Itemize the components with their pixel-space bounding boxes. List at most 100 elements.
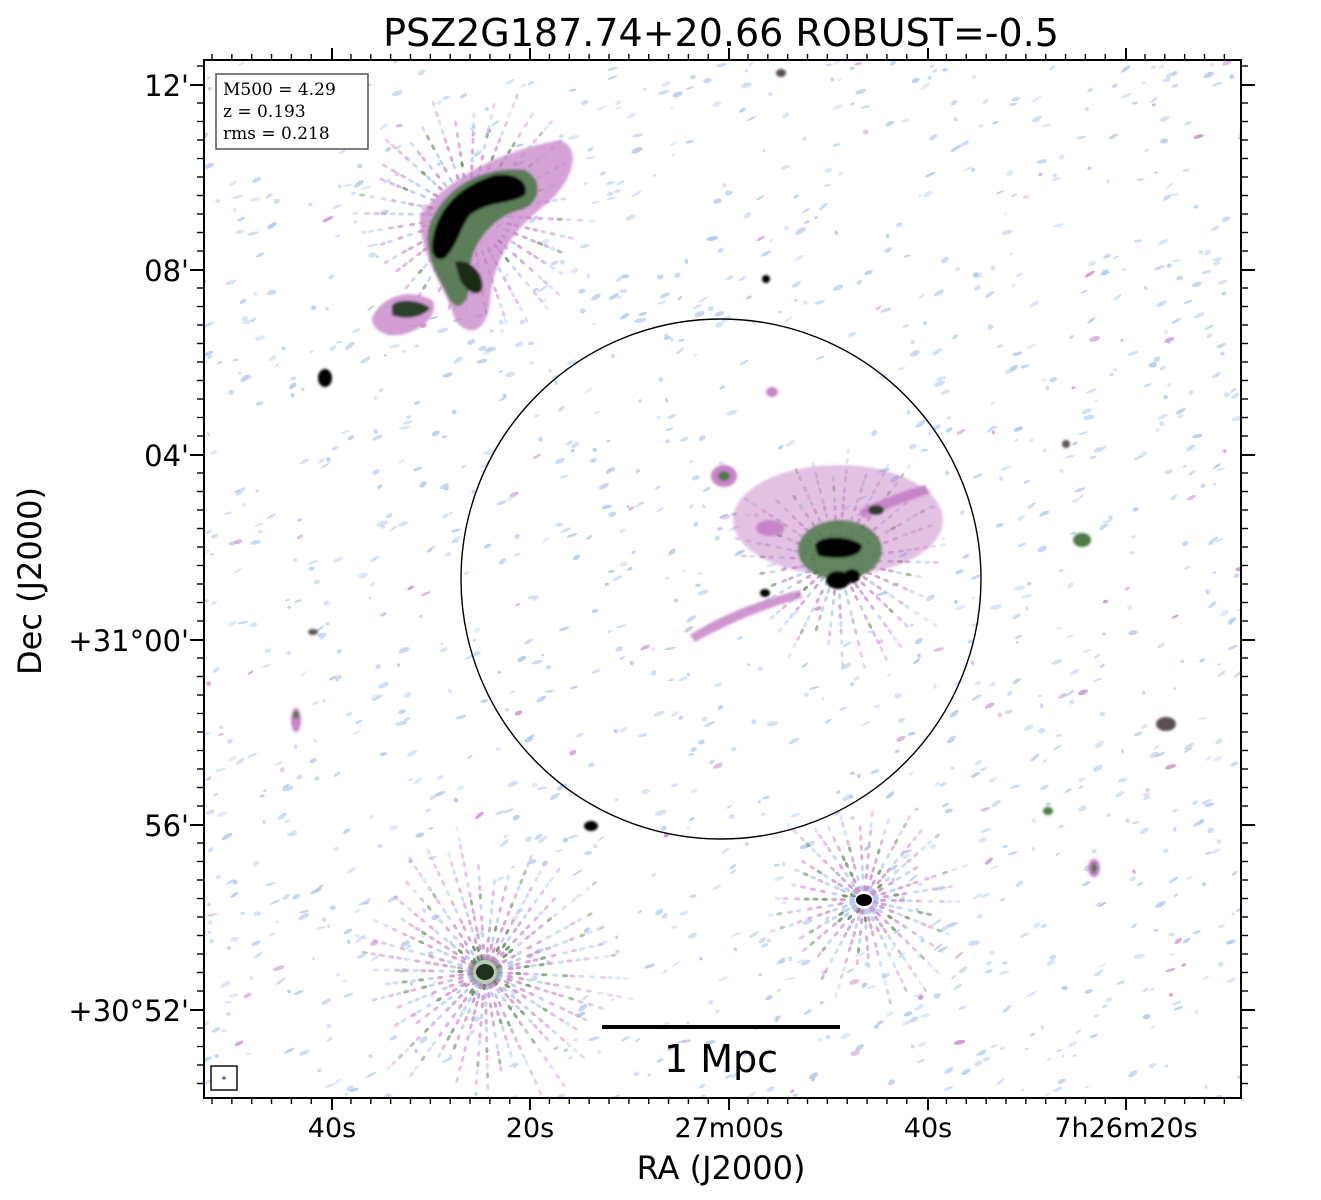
artifact-ray-dash [397,1053,404,1059]
noise-speck [967,639,974,644]
noise-speck [898,952,906,959]
noise-speck [220,980,231,989]
noise-speck [821,969,828,975]
noise-speck [391,90,403,97]
noise-speck [509,1063,519,1068]
noise-speck [406,944,412,949]
artifact-ray-dash [489,908,493,915]
noise-speck [355,719,363,725]
noise-speck [550,792,560,800]
artifact-ray-dash [354,933,361,938]
artifact-ray-dash [473,937,478,944]
artifact-ray-dash [389,212,397,216]
artifact-ray-dash [921,888,929,893]
noise-speck [1012,613,1021,620]
x-tick-label: 20s [506,1113,554,1144]
artifact-ray-dash [401,980,408,984]
noise-speck [1208,536,1219,544]
artifact-ray-dash [854,583,860,589]
artifact-ray-dash [496,1010,500,1017]
info-redshift: z = 0.193 [223,102,306,122]
artifact-ray-dash [564,1021,571,1027]
artifact-ray-dash [784,619,789,625]
noise-speck [944,1067,954,1075]
artifact-ray-dash [510,954,517,959]
artifact-ray-dash [521,235,528,240]
noise-speck [688,932,698,939]
noise-speck [204,350,214,357]
noise-speck [1223,392,1230,398]
artifact-ray-dash [497,266,502,273]
noise-speck [902,1019,913,1026]
noise-speck [915,420,926,428]
noise-speck [420,591,431,596]
noise-speck [996,1078,1005,1086]
noise-speck [373,395,378,400]
artifact-ray-dash [408,922,415,928]
noise-speck [958,1005,966,1011]
noise-speck [1133,953,1146,959]
noise-speck [340,430,350,434]
artifact-ray-dash [532,290,538,296]
artifact-ray-dash [437,981,444,985]
artifact-ray-dash [852,889,859,895]
noise-speck [824,718,832,724]
noise-speck [524,638,533,645]
noise-speck [917,994,924,1000]
noise-speck [1078,805,1087,812]
artifact-ray-dash [507,148,512,155]
artifact-ray-dash [904,939,910,945]
noise-speck [342,828,351,834]
noise-speck [1020,932,1029,938]
artifact-ray-dash [800,600,805,606]
artifact-ray-dash [532,972,540,976]
artifact-ray-dash [485,132,489,139]
artifact-ray-dash [487,1105,490,1111]
noise-speck [679,910,689,916]
noise-speck [1049,376,1057,383]
noise-speck [730,1072,738,1079]
noise-speck [997,712,1003,718]
artifact-ray-dash [913,852,919,858]
noise-speck [995,522,1004,528]
artifact-ray-dash [436,898,441,905]
noise-speck [834,811,840,816]
artifact-ray-dash [416,150,422,156]
noise-speck [607,66,618,71]
artifact-ray-dash [550,991,558,996]
artifact-ray-dash [552,973,559,977]
artifact-ray-dash [529,112,534,119]
artifact-ray-dash [907,908,914,912]
noise-speck [704,1040,716,1045]
noise-speck [979,767,987,772]
noise-speck [1175,408,1186,415]
noise-speck [613,729,618,734]
noise-speck [657,300,667,305]
noise-speck [326,1023,332,1029]
noise-speck [850,681,855,687]
noise-speck [1208,601,1217,609]
artifact-ray-dash [446,890,450,897]
noise-speck [247,670,254,675]
noise-speck [686,1021,690,1025]
noise-speck [451,528,462,533]
artifact-ray-dash [911,930,918,936]
artifact-ray-dash [536,980,544,984]
noise-speck [1131,869,1136,874]
noise-speck [344,1092,349,1096]
artifact-ray-dash [440,1000,447,1006]
noise-speck [528,859,537,865]
artifact-ray-dash [479,903,483,911]
artifact-ray-dash [887,934,892,940]
noise-speck [631,147,643,154]
artifact-ray-dash [454,876,459,883]
artifact-ray-dash [476,864,481,871]
artifact-ray-dash [928,942,935,947]
noise-speck [491,120,500,127]
artifact-ray-dash [844,887,851,892]
noise-speck [357,163,363,169]
noise-speck [916,653,922,658]
noise-speck [871,430,878,437]
artifact-ray-dash [872,896,880,900]
noise-speck [1230,387,1237,394]
